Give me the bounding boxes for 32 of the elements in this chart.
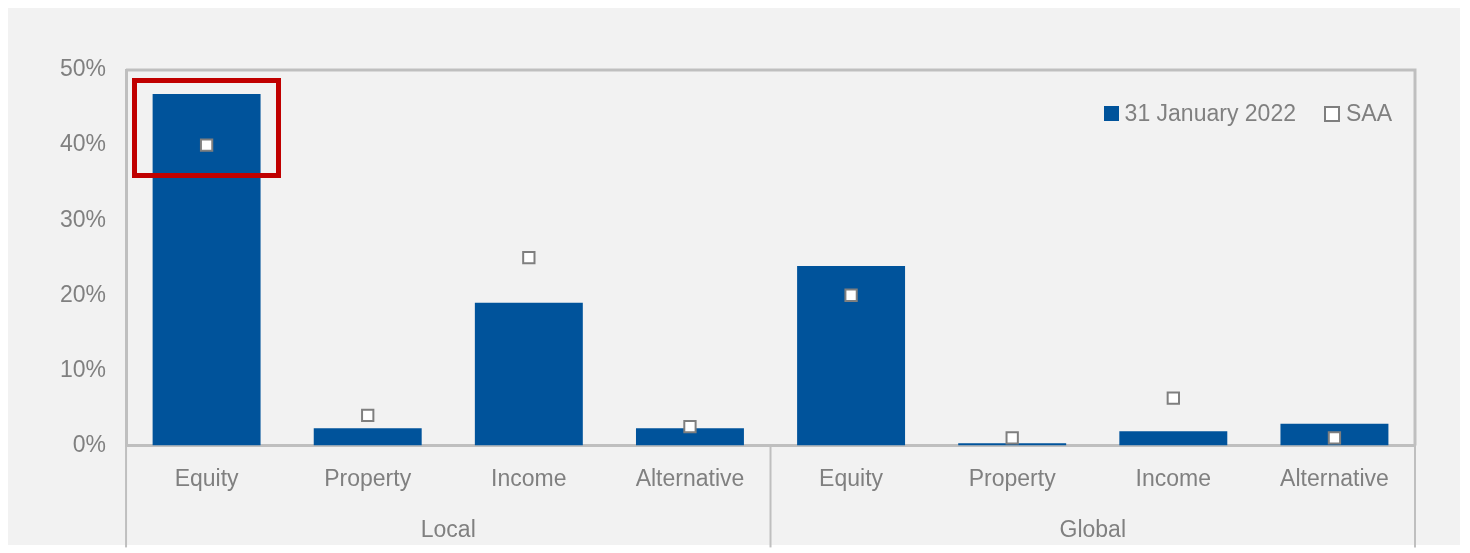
x-tick-label: Equity xyxy=(174,464,240,491)
y-tick-label: 40% xyxy=(59,130,107,157)
point xyxy=(1327,431,1342,445)
x-tick-label: Alternative xyxy=(635,464,745,491)
x-tick-label: Alternative xyxy=(1280,464,1389,491)
bar xyxy=(1119,431,1228,446)
x-tick-label: Property xyxy=(324,464,412,491)
x-tick-label: Income xyxy=(1135,464,1212,491)
y-tick-label: 0% xyxy=(72,430,107,457)
point xyxy=(1005,431,1019,445)
bar xyxy=(474,302,583,446)
point xyxy=(361,408,375,423)
text: Local xyxy=(420,515,476,542)
y-tick-label: 10% xyxy=(59,355,107,382)
x-tick-label: Income xyxy=(491,464,567,491)
y-tick-label: 30% xyxy=(59,205,107,232)
legend-label: 31 January 2022 xyxy=(1124,100,1296,127)
y-tick-label: 50% xyxy=(59,55,107,82)
point xyxy=(199,138,214,152)
y-tick-label: 20% xyxy=(59,280,107,307)
point xyxy=(683,419,697,434)
bar xyxy=(313,428,422,446)
bar xyxy=(797,265,906,446)
x-tick-label: Equity xyxy=(819,464,884,491)
text: Global xyxy=(1059,515,1126,542)
legend-label: SAA xyxy=(1345,100,1392,127)
point xyxy=(522,251,536,265)
x-tick-label: Property xyxy=(968,464,1057,491)
bar xyxy=(635,428,744,446)
point xyxy=(844,288,858,302)
bar xyxy=(1280,423,1389,446)
point xyxy=(1166,391,1180,405)
